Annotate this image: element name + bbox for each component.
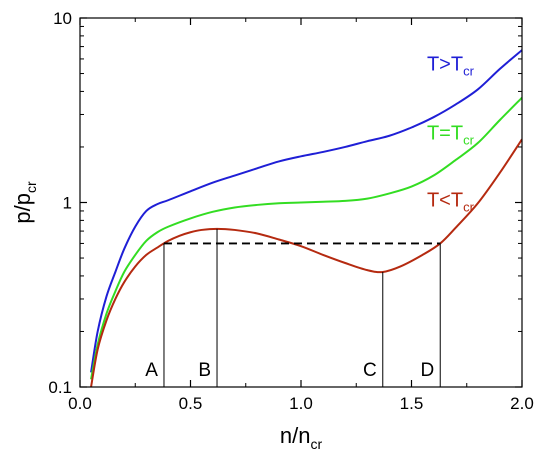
ticks-layer — [79, 17, 523, 388]
curves-layer — [90, 49, 522, 387]
series-above-critical-label-main: T>T — [427, 53, 463, 75]
series-critical-label: T=Tcr — [427, 122, 475, 147]
point-label-c: C — [363, 360, 377, 381]
x-axis-title: n/ncr — [280, 423, 323, 452]
series-critical-label-sub: cr — [463, 132, 475, 147]
y-axis-title-sub: cr — [23, 181, 39, 193]
y-axis-title: p/pcr — [10, 181, 39, 224]
series-critical-label-main: T=T — [427, 122, 463, 144]
series-below-critical-label: T<Tcr — [427, 190, 475, 215]
point-label-b: B — [198, 360, 211, 381]
x-tick-label: 0.5 — [179, 394, 203, 413]
series-critical-line — [90, 96, 522, 380]
y-tick-label: 0.1 — [48, 378, 72, 397]
series-below-critical-label-main: T<T — [427, 190, 463, 212]
x-tick-label: 0.0 — [68, 394, 92, 413]
x-tick-label: 2.0 — [510, 394, 534, 413]
point-label-d: D — [420, 360, 434, 381]
x-axis-title-sub: cr — [310, 436, 322, 452]
guide-lines-layer — [163, 228, 441, 387]
x-axis-title-main: n/n — [280, 423, 311, 448]
series-above-critical-line — [90, 49, 522, 373]
x-tick-label: 1.5 — [400, 394, 424, 413]
y-tick-label: 1 — [63, 194, 72, 213]
series-above-critical-label: T>Tcr — [427, 53, 475, 78]
x-tick-label: 1.0 — [289, 394, 313, 413]
series-below-critical-line — [90, 138, 522, 387]
series-above-critical-label-sub: cr — [463, 63, 475, 78]
point-label-a: A — [145, 360, 158, 381]
y-tick-label: 10 — [53, 9, 72, 28]
y-axis-title-main: p/p — [10, 193, 35, 224]
series-below-critical-label-sub: cr — [463, 200, 475, 215]
